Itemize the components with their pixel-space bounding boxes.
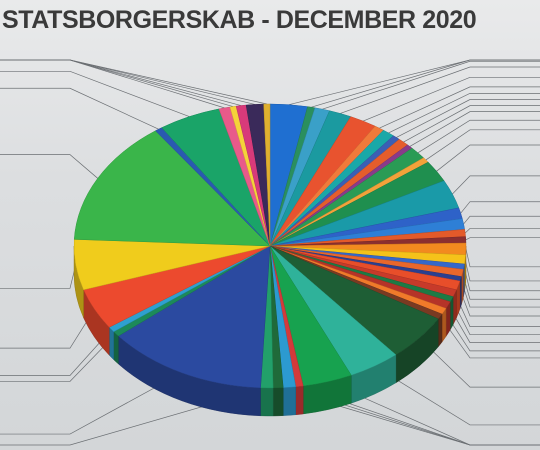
- pie-slice-41: [73, 130, 271, 247]
- leader-line-13: [452, 175, 540, 195]
- pie-top-faces: [73, 103, 467, 389]
- leader-line-19: [464, 259, 540, 282]
- pie-slice-side-33: [283, 386, 296, 416]
- leader-line-30: [374, 365, 540, 426]
- leader-lines: [0, 59, 540, 446]
- leader-line-44: [0, 59, 225, 109]
- leader-line-25: [451, 299, 540, 336]
- leader-line-16: [464, 228, 540, 234]
- pie-slice-side-37: [113, 331, 119, 365]
- leader-line-29: [418, 337, 540, 388]
- leader-line-38: [0, 329, 112, 376]
- leader-line-6: [388, 92, 540, 134]
- leader-line-43: [0, 70, 190, 117]
- leader-line-42: [0, 87, 159, 130]
- leader-line-4: [363, 76, 540, 122]
- pie-slice-side-35: [260, 387, 274, 417]
- pie-slice-side-25: [450, 296, 454, 331]
- pie-slice-48: [263, 103, 271, 247]
- leader-line-18: [465, 248, 540, 268]
- pie-slice-side-22: [459, 276, 462, 310]
- chart-title: STATSBORGERSKAB - DECEMBER 2020: [2, 6, 477, 34]
- pie-slice-side-32: [295, 385, 304, 415]
- leader-line-36: [0, 372, 183, 435]
- leader-line-27: [443, 311, 540, 352]
- pie-side-faces: [73, 245, 467, 417]
- leader-line-5: [379, 86, 540, 129]
- leader-line-21: [462, 272, 540, 300]
- leader-line-3: [340, 66, 540, 114]
- leader-line-39: [0, 309, 95, 349]
- leader-line-37: [0, 333, 117, 382]
- leader-line-28: [439, 316, 540, 359]
- leader-line-10: [417, 119, 540, 154]
- leader-line-8: [403, 105, 540, 143]
- leader-line-22: [460, 278, 540, 308]
- leader-line-11: [425, 129, 540, 161]
- leader-line-7: [396, 99, 540, 138]
- pie-slice-36: [117, 245, 271, 389]
- leader-line-2: [322, 60, 540, 110]
- leader-line-26: [447, 304, 540, 343]
- leader-line-23: [457, 285, 540, 317]
- leader-line-20: [463, 266, 540, 292]
- leader-line-14: [460, 201, 540, 214]
- leader-line-1: [311, 59, 540, 108]
- leader-line-15: [463, 215, 540, 225]
- leader-line-17: [465, 237, 540, 241]
- leader-line-48: [0, 59, 267, 105]
- pie-slice-side-34: [272, 387, 284, 417]
- leader-line-9: [409, 111, 540, 147]
- leader-line-12: [436, 144, 540, 172]
- leader-line-41: [0, 154, 98, 179]
- pie-slice-side-28: [438, 313, 443, 348]
- leader-line-34: [278, 387, 540, 446]
- leader-line-40: [0, 264, 77, 289]
- leader-line-47: [0, 59, 255, 105]
- pie-slice-side-38: [109, 326, 114, 361]
